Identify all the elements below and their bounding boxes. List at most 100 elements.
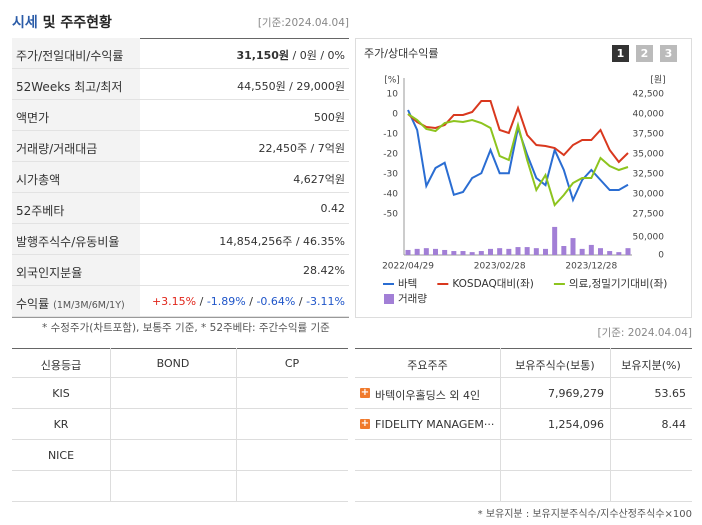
- y-axis-unit: [%]: [384, 76, 400, 86]
- label-text: 발행주식수/유동비율: [16, 235, 120, 249]
- label-text: 52Weeks 최고/최저: [16, 80, 123, 94]
- label-cell: [12, 162, 140, 193]
- table-text: KR: [53, 418, 69, 431]
- label-text: 시가총액: [16, 173, 61, 187]
- volume-bar: [561, 246, 567, 255]
- table-cell: [355, 440, 500, 471]
- volume-bar: [442, 249, 448, 255]
- table-cell: [236, 378, 348, 409]
- y2-tick-label: 37,500: [633, 130, 665, 140]
- table-cell: [110, 378, 236, 409]
- holders-date: [기준: 2024.04.04]: [597, 327, 692, 339]
- y3-tick-label: 0: [658, 251, 664, 261]
- row-label: 액면가: [16, 109, 49, 126]
- volume-bar: [506, 248, 512, 255]
- table-cell: [355, 378, 500, 409]
- row-label: 52주베타: [16, 202, 64, 219]
- y-tick-label: -30: [383, 170, 398, 180]
- period-button[interactable]: [660, 45, 677, 62]
- volume-bar: [488, 248, 493, 255]
- x-tick-label: 2022/04/29: [382, 262, 434, 272]
- y2-tick-label: 27,500: [633, 210, 665, 220]
- row-value: 4,627억원: [293, 171, 345, 187]
- text-part: /: [245, 295, 257, 308]
- y2-tick-label: 35,000: [633, 150, 665, 160]
- y-tick-label: 0: [392, 110, 398, 120]
- row-label: 발행주식수/유동비율: [16, 233, 119, 250]
- value-cell: [140, 286, 349, 317]
- text-part: /: [196, 295, 207, 308]
- period-button-label[interactable]: 1: [617, 47, 625, 60]
- volume-bar: [533, 248, 539, 255]
- text-part: / 0원 / 0%: [289, 49, 345, 62]
- period-button[interactable]: [636, 45, 653, 62]
- row-label: 수익률 (1M/3M/6M/1Y): [16, 295, 125, 312]
- table-cell: [110, 348, 236, 378]
- period-button-label[interactable]: 3: [665, 47, 673, 60]
- row-value: 500원: [314, 109, 345, 125]
- volume-bar: [524, 247, 530, 255]
- y-tick-label: -20: [383, 150, 398, 160]
- label-text: 수익률: [16, 297, 50, 311]
- plus-icon: +: [360, 387, 370, 398]
- price-note: * 수정주가(차트포함), 보통주 기준, * 52주베타: 주간수익률 기준: [42, 322, 330, 334]
- table-cell: [610, 409, 692, 440]
- row-label: 52Weeks 최고/최저: [16, 78, 122, 95]
- text-part: 시세: [12, 15, 38, 31]
- table-cell: [500, 378, 610, 409]
- label-cell: [12, 286, 140, 317]
- label-cell: [12, 224, 140, 255]
- table-cell: [610, 440, 692, 471]
- table-text: 8.44: [661, 418, 687, 431]
- table-text: NICE: [47, 449, 75, 462]
- text-part: 0.42: [320, 202, 346, 215]
- table-cell: [110, 440, 236, 471]
- volume-bar: [497, 248, 503, 255]
- value-cell: [140, 69, 349, 100]
- series-line: [407, 113, 629, 207]
- y2-tick-label: 42,500: [633, 90, 665, 100]
- row-label: 주가/전일대비/수익률: [16, 47, 123, 64]
- volume-bar: [478, 251, 484, 255]
- label-cell: [12, 100, 140, 131]
- value-cell: [140, 193, 349, 224]
- label-cell: [12, 131, 140, 162]
- row-value: 44,550원 / 29,000원: [237, 78, 345, 94]
- rule: [12, 348, 348, 349]
- table-cell: [500, 348, 610, 378]
- value-cell: [140, 100, 349, 131]
- holders-note: * 보유지분 : 보유지분주식수/지수산정주식수×100: [477, 509, 692, 520]
- text-part: +3.15%: [151, 295, 197, 308]
- period-button[interactable]: [612, 45, 629, 62]
- text-part: -0.64%: [256, 295, 296, 308]
- value-cell: [140, 162, 349, 193]
- table-text: 바텍이우홀딩스 외 4인: [375, 389, 481, 402]
- volume-bar: [552, 226, 558, 255]
- period-button-label[interactable]: 2: [641, 47, 649, 60]
- column-header: 보유지분(%): [621, 359, 681, 372]
- y2-tick-label: 40,000: [633, 110, 665, 120]
- table-cell: [500, 471, 610, 502]
- row-value: 22,450주 / 7억원: [258, 140, 345, 156]
- value-cell: [140, 255, 349, 286]
- table-cell: [12, 471, 110, 502]
- table-cell: [610, 348, 692, 378]
- column-header: 보유주식수(보통): [515, 359, 595, 372]
- table-text: 7,969,279: [548, 387, 604, 400]
- volume-bar: [414, 248, 420, 255]
- volume-bar: [460, 251, 466, 255]
- table-text: 53.65: [654, 387, 687, 400]
- y-tick-label: -10: [383, 130, 398, 140]
- table-cell: [355, 348, 500, 378]
- volume-bar: [515, 247, 521, 255]
- y3-tick-label: 50,000: [633, 233, 665, 243]
- volume-bar: [469, 252, 475, 255]
- row-value: 31,150원 / 0원 / 0%: [236, 47, 345, 63]
- label-text: 외국인지분율: [16, 266, 83, 280]
- y2-tick-label: 32,500: [633, 170, 665, 180]
- text-part: 4,627억원: [293, 173, 345, 186]
- table-cell: [12, 409, 110, 440]
- volume-bar: [579, 248, 585, 255]
